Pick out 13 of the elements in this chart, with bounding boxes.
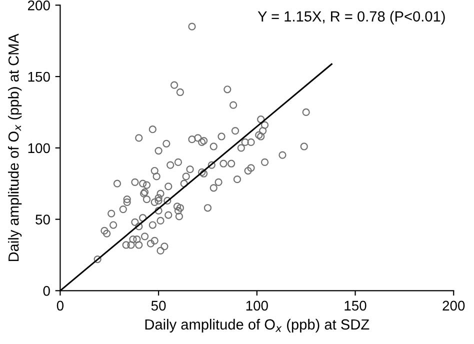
y-tick-label: 100 (28, 143, 50, 154)
x-axis-title: Daily amplitude of O$_{x}$ (ppb) at SDZ (145, 318, 370, 332)
y-axis-title: Daily amplitude of O$_{x}$ (ppb) at CMA (8, 34, 22, 262)
x-tick-label: 200 (442, 300, 465, 311)
y-tick-label: 200 (28, 0, 50, 10)
x-tick-label: 150 (344, 300, 366, 311)
y-tick-label: 0 (43, 286, 50, 296)
x-tick-label: 50 (151, 300, 166, 311)
x-tick-label: 0 (56, 300, 64, 311)
x-tick-label: 100 (246, 300, 268, 311)
annotation: Y = 1.15X, R = 0.78 (P<0.01) (258, 10, 445, 24)
y-tick-label: 50 (36, 214, 50, 224)
y-tick-label: 150 (28, 72, 50, 82)
